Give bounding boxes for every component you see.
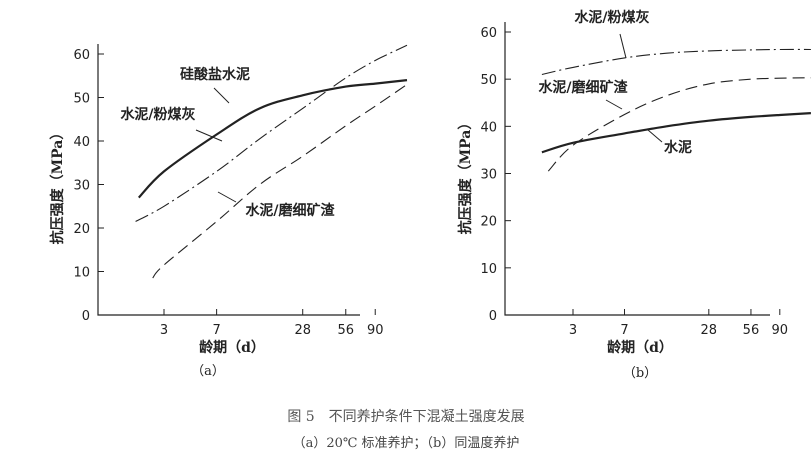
series-leader-line <box>647 129 663 143</box>
y-tick-label: 20 <box>480 215 497 230</box>
series-label: 硅酸盐水泥 <box>180 66 250 83</box>
panel-label: （b） <box>623 366 657 381</box>
chart-panel-a: 0 10 20 30 40 50 60 3 7 28 56 90 抗压强度（MPa） 龄期（d） （a） 硅酸… <box>49 44 408 379</box>
series-label: 水泥/粉煤灰 <box>120 106 195 123</box>
series-line-dashdot <box>541 48 811 76</box>
y-tick-label: 30 <box>73 179 90 194</box>
x-tick-label: 3 <box>569 323 577 338</box>
x-tick-label: 56 <box>337 323 354 338</box>
axes-frame <box>97 44 360 316</box>
x-tick-label: 90 <box>367 323 384 338</box>
series-label: 水泥/磨细矿渣 <box>245 202 335 219</box>
y-tick-label: 20 <box>73 222 90 237</box>
x-tick-label: 28 <box>294 323 311 338</box>
series-line-solid <box>541 112 811 154</box>
x-axis-label: 龄期（d） <box>199 339 265 356</box>
y-tick-label: 50 <box>480 73 497 88</box>
series-line-solid <box>137 79 408 199</box>
y-tick-label: 60 <box>73 48 90 63</box>
y-tick-label: 40 <box>73 135 90 150</box>
series-label: 水泥 <box>664 139 692 156</box>
y-tick-label: 10 <box>73 266 90 281</box>
y-tick-label: 0 <box>82 309 90 324</box>
x-tick-label: 56 <box>743 323 760 338</box>
series-label: 水泥/磨细矿渣 <box>538 79 628 96</box>
axes-frame <box>504 22 770 316</box>
series-leader-line <box>213 87 230 104</box>
x-tick-label: 28 <box>701 323 718 338</box>
y-tick-label: 50 <box>73 92 90 107</box>
x-tick-label: 90 <box>772 323 789 338</box>
series-line-dashdot <box>135 44 408 222</box>
series-leader-line <box>605 99 623 110</box>
y-tick-label: 10 <box>480 262 497 277</box>
y-tick-label: 30 <box>480 168 497 183</box>
series-label: 水泥/粉煤灰 <box>574 9 649 26</box>
x-tick-label: 7 <box>212 323 220 338</box>
y-tick-label: 40 <box>480 120 497 135</box>
y-axis-label: 抗压强度（MPa） <box>457 116 474 235</box>
y-tick-label: 60 <box>480 26 497 41</box>
series-line-longdash <box>152 84 408 279</box>
x-tick-label: 3 <box>160 323 168 338</box>
series-leader-line <box>619 33 627 59</box>
series-leader-line <box>217 191 237 203</box>
figure-caption-subtitle: （a）20℃ 标准养护；（b）同温度养护 <box>292 436 520 451</box>
panel-label: （a） <box>191 364 225 379</box>
figure-caption-title: 图 5 不同养护条件下混凝土强度发展 <box>287 409 525 425</box>
y-tick-label: 0 <box>489 309 497 324</box>
chart-panel-b: 0 10 20 30 40 50 60 3 7 28 56 90 抗压强度（MPa） 龄期（d） （b） 水泥… <box>457 9 811 381</box>
y-axis-label: 抗压强度（MPa） <box>49 126 66 245</box>
series-leader-line <box>195 129 223 142</box>
x-axis-label: 龄期（d） <box>607 339 673 356</box>
x-tick-label: 7 <box>620 323 628 338</box>
